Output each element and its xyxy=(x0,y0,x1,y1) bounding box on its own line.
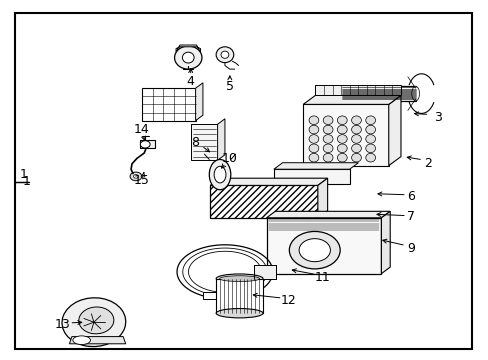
Text: 11: 11 xyxy=(314,271,330,284)
Bar xyxy=(140,140,155,148)
Ellipse shape xyxy=(323,116,332,125)
Ellipse shape xyxy=(174,46,202,69)
Polygon shape xyxy=(315,85,400,95)
Ellipse shape xyxy=(365,125,375,134)
Bar xyxy=(254,265,276,279)
Polygon shape xyxy=(317,178,327,218)
Ellipse shape xyxy=(79,307,114,334)
Bar xyxy=(303,104,388,166)
Ellipse shape xyxy=(182,52,194,63)
Ellipse shape xyxy=(411,86,419,101)
Ellipse shape xyxy=(351,116,361,125)
Text: 10: 10 xyxy=(222,152,237,165)
Text: 3: 3 xyxy=(433,111,441,123)
Ellipse shape xyxy=(209,159,230,190)
Text: 14: 14 xyxy=(134,123,149,136)
Text: 15: 15 xyxy=(134,174,149,186)
Bar xyxy=(266,218,381,274)
Ellipse shape xyxy=(323,125,332,134)
Polygon shape xyxy=(388,95,400,166)
Polygon shape xyxy=(210,178,327,185)
Ellipse shape xyxy=(216,274,263,283)
Ellipse shape xyxy=(221,51,228,58)
Ellipse shape xyxy=(337,116,346,125)
Polygon shape xyxy=(303,95,400,104)
Ellipse shape xyxy=(130,172,142,181)
Polygon shape xyxy=(176,45,200,52)
Text: 8: 8 xyxy=(191,136,199,149)
Bar xyxy=(190,124,217,160)
Ellipse shape xyxy=(351,144,361,153)
Ellipse shape xyxy=(299,239,330,262)
Ellipse shape xyxy=(337,125,346,134)
Text: 5: 5 xyxy=(225,80,233,93)
Ellipse shape xyxy=(323,135,332,143)
Polygon shape xyxy=(381,211,389,274)
Bar xyxy=(216,279,263,313)
Ellipse shape xyxy=(140,141,150,148)
Polygon shape xyxy=(217,119,224,160)
Text: 12: 12 xyxy=(280,294,296,307)
Ellipse shape xyxy=(365,153,375,162)
Ellipse shape xyxy=(216,47,233,63)
Ellipse shape xyxy=(365,116,375,125)
Polygon shape xyxy=(266,211,389,218)
Polygon shape xyxy=(342,86,415,101)
Ellipse shape xyxy=(337,135,346,143)
Bar xyxy=(142,88,195,121)
Text: 1: 1 xyxy=(20,168,27,181)
Ellipse shape xyxy=(323,153,332,162)
Ellipse shape xyxy=(308,153,318,162)
Ellipse shape xyxy=(214,166,225,183)
Polygon shape xyxy=(69,337,125,344)
Ellipse shape xyxy=(62,298,125,347)
Polygon shape xyxy=(273,163,358,169)
Text: 7: 7 xyxy=(406,210,414,223)
Ellipse shape xyxy=(365,144,375,153)
Ellipse shape xyxy=(308,135,318,143)
Ellipse shape xyxy=(338,86,346,101)
Ellipse shape xyxy=(323,144,332,153)
Text: 13: 13 xyxy=(55,318,70,330)
Ellipse shape xyxy=(308,144,318,153)
Text: 1: 1 xyxy=(23,175,31,188)
Ellipse shape xyxy=(308,125,318,134)
Ellipse shape xyxy=(351,125,361,134)
Ellipse shape xyxy=(73,336,90,345)
Ellipse shape xyxy=(365,135,375,143)
Ellipse shape xyxy=(219,276,259,282)
Ellipse shape xyxy=(351,135,361,143)
Ellipse shape xyxy=(133,175,138,178)
Ellipse shape xyxy=(337,153,346,162)
Text: 6: 6 xyxy=(406,190,414,203)
Bar xyxy=(203,292,246,299)
Text: 4: 4 xyxy=(186,75,194,87)
Polygon shape xyxy=(195,83,203,121)
Ellipse shape xyxy=(289,231,340,269)
Ellipse shape xyxy=(216,309,263,318)
Bar xyxy=(210,185,317,218)
Bar xyxy=(273,169,349,184)
Text: 9: 9 xyxy=(406,242,414,255)
Text: 2: 2 xyxy=(423,157,431,170)
Ellipse shape xyxy=(351,153,361,162)
Ellipse shape xyxy=(308,116,318,125)
Ellipse shape xyxy=(337,144,346,153)
